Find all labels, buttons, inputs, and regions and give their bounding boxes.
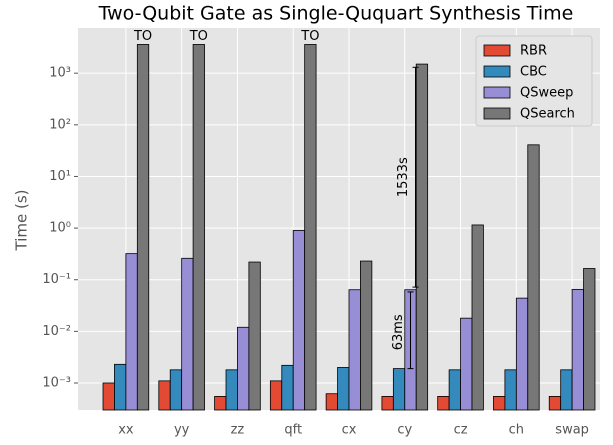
bar bbox=[125, 253, 138, 411]
bar bbox=[136, 44, 150, 411]
bar bbox=[348, 289, 361, 411]
bar bbox=[560, 369, 573, 411]
bar bbox=[237, 326, 250, 411]
legend-swatch bbox=[483, 86, 511, 99]
chart-title: Two-Qubit Gate as Single-Ququart Synthes… bbox=[98, 3, 574, 25]
x-tick-label: yy bbox=[174, 423, 190, 438]
legend-box bbox=[475, 35, 593, 127]
bar bbox=[169, 369, 183, 411]
x-tick-label: ch bbox=[509, 423, 524, 438]
bar bbox=[515, 297, 529, 411]
bar bbox=[415, 63, 429, 411]
legend-label: QSearch bbox=[520, 107, 575, 122]
bar bbox=[571, 288, 584, 411]
y-tick-label: 10² bbox=[49, 117, 71, 132]
x-tick-label: xx bbox=[118, 423, 134, 438]
bar bbox=[114, 363, 127, 411]
x-tick-label: cz bbox=[454, 423, 468, 438]
bar bbox=[181, 257, 194, 411]
bar-label: TO bbox=[189, 29, 208, 44]
bar bbox=[292, 230, 306, 411]
bar bbox=[381, 396, 394, 411]
y-axis-label: Time (s) bbox=[13, 190, 31, 252]
bar bbox=[392, 368, 406, 411]
bar bbox=[437, 396, 450, 411]
y-tick-label: 10⁻¹ bbox=[42, 272, 71, 287]
y-tick-label: 10⁰ bbox=[49, 221, 71, 236]
bar bbox=[325, 393, 338, 411]
bar bbox=[158, 380, 171, 411]
bar bbox=[360, 260, 373, 411]
bar bbox=[504, 369, 517, 411]
legend-swatch bbox=[483, 107, 511, 120]
legend-label: QSweep bbox=[520, 86, 573, 101]
x-tick-label: qft bbox=[284, 423, 302, 438]
bar bbox=[225, 369, 238, 411]
bar bbox=[548, 396, 562, 411]
bar-label: TO bbox=[133, 29, 152, 44]
bar bbox=[269, 380, 283, 411]
y-tick-label: 10⁻² bbox=[42, 324, 71, 339]
bar bbox=[281, 364, 294, 411]
bar bbox=[304, 44, 317, 411]
legend-label: RBR bbox=[520, 44, 547, 59]
bar bbox=[460, 317, 473, 411]
bar bbox=[337, 367, 350, 411]
bar bbox=[248, 261, 261, 411]
legend-label: CBC bbox=[520, 65, 547, 80]
y-tick-label: 10¹ bbox=[49, 169, 71, 184]
bar-label: TO bbox=[300, 29, 319, 44]
y-tick-label: 10⁻³ bbox=[42, 376, 71, 391]
legend-swatch bbox=[483, 44, 511, 57]
bar bbox=[448, 369, 461, 411]
x-tick-label: swap bbox=[555, 423, 589, 438]
bar bbox=[192, 44, 205, 411]
bar bbox=[214, 396, 227, 411]
bar bbox=[102, 382, 115, 411]
bar bbox=[493, 396, 506, 411]
bar bbox=[471, 224, 484, 411]
x-tick-label: cy bbox=[397, 423, 412, 438]
bar bbox=[527, 144, 540, 411]
bar bbox=[583, 268, 596, 411]
y-tick-label: 10³ bbox=[49, 66, 71, 81]
x-tick-label: cx bbox=[342, 423, 357, 438]
annotation-label: 1533s bbox=[396, 157, 411, 197]
x-tick-label: zz bbox=[231, 423, 245, 438]
legend-swatch bbox=[483, 65, 511, 78]
annotation-label: 63ms bbox=[391, 314, 406, 350]
